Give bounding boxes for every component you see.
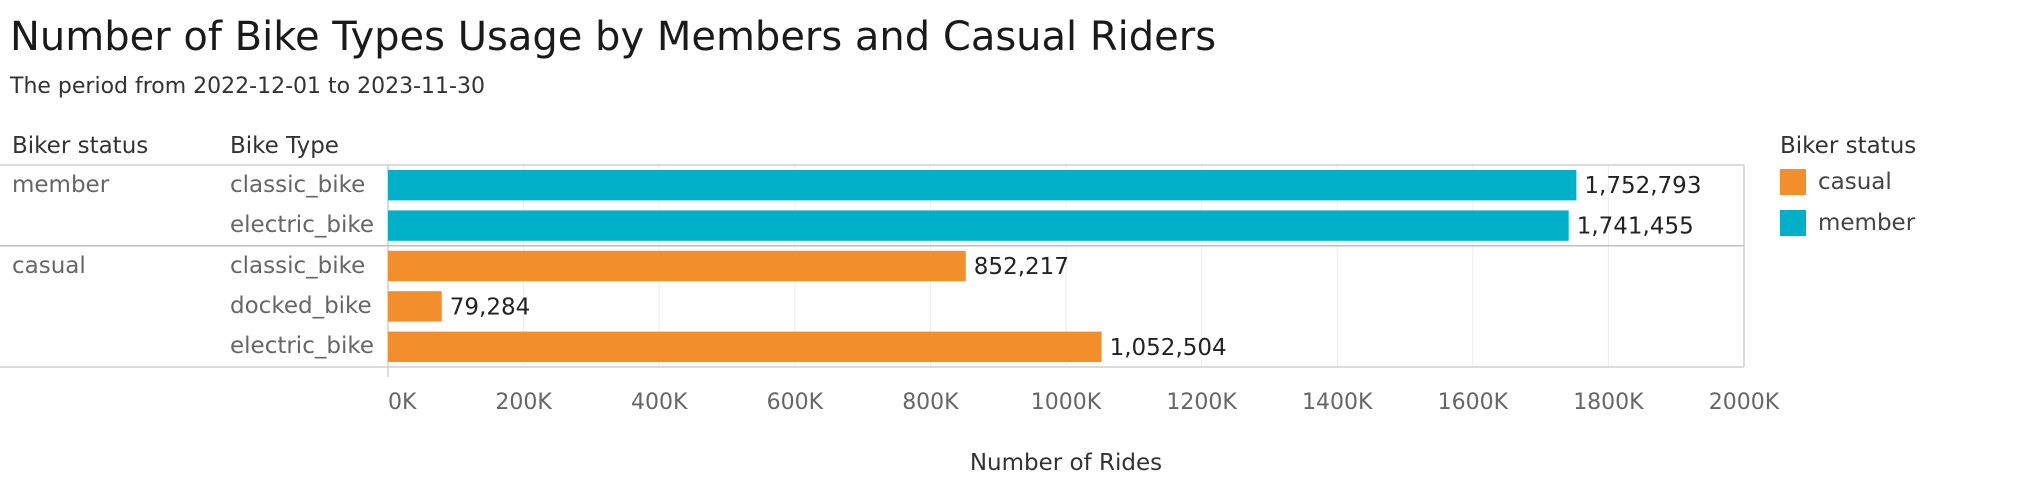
x-tick-label: 1200K xyxy=(1166,390,1237,415)
bar-casual-classic_bike xyxy=(388,250,966,282)
legend-swatch-casual xyxy=(1780,169,1806,195)
legend-title: Biker status xyxy=(1780,133,1917,159)
biker-status-header: Biker status xyxy=(12,133,149,159)
data-label: 79,284 xyxy=(450,294,530,320)
bike-type-label: classic_bike xyxy=(230,172,366,198)
x-axis-title: Number of Rides xyxy=(970,450,1162,476)
x-tick-label: 400K xyxy=(631,390,688,415)
x-tick-label: 2000K xyxy=(1709,390,1780,415)
legend-item-casual: casual xyxy=(1780,167,1892,197)
legend-item-member: member xyxy=(1780,208,1915,238)
bike-type-header: Bike Type xyxy=(230,133,339,159)
x-tick-label: 1000K xyxy=(1031,390,1102,415)
x-tick-label: 200K xyxy=(495,390,552,415)
bar-casual-electric_bike xyxy=(388,331,1102,362)
bar-casual-docked_bike xyxy=(388,291,442,322)
x-tick-label: 800K xyxy=(902,390,959,415)
legend-label: casual xyxy=(1818,169,1892,195)
group-label-casual: casual xyxy=(12,253,86,279)
data-label: 1,741,455 xyxy=(1577,214,1694,240)
bike-type-label: docked_bike xyxy=(230,293,372,319)
bike-type-label: electric_bike xyxy=(230,333,374,359)
bar-member-classic_bike xyxy=(388,170,1577,201)
x-tick-label: 600K xyxy=(767,390,824,415)
chart-title: Number of Bike Types Usage by Members an… xyxy=(10,14,1217,60)
legend-swatch-member xyxy=(1780,210,1806,236)
data-label: 852,217 xyxy=(974,254,1069,280)
data-label: 1,752,793 xyxy=(1584,173,1701,199)
x-tick-label: 0K xyxy=(388,390,417,415)
chart-subtitle: The period from 2022-12-01 to 2023-11-30 xyxy=(10,74,485,99)
x-tick-label: 1400K xyxy=(1302,390,1373,415)
legend-label: member xyxy=(1818,210,1916,236)
x-tick-label: 1600K xyxy=(1438,390,1509,415)
group-label-member: member xyxy=(12,172,110,198)
bike-type-label: classic_bike xyxy=(230,253,366,279)
bar-member-electric_bike xyxy=(388,210,1569,241)
x-tick-label: 1800K xyxy=(1573,390,1644,415)
data-label: 1,052,504 xyxy=(1110,335,1227,361)
bike-type-label: electric_bike xyxy=(230,212,374,238)
